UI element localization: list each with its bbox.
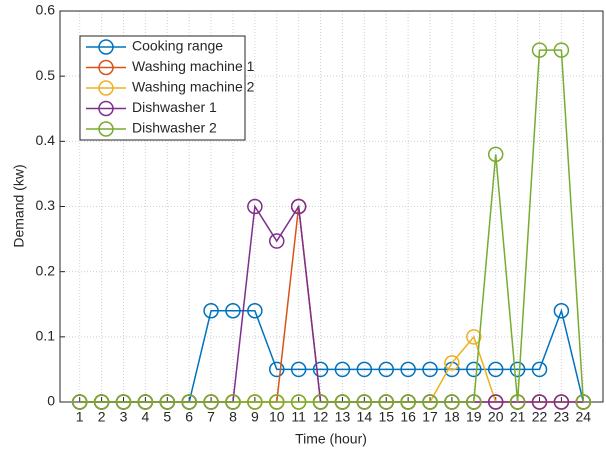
data-point: [181, 394, 197, 410]
data-point: [378, 361, 394, 378]
data-point: [203, 394, 219, 410]
x-tick-label: 23: [554, 409, 570, 425]
x-tick-label: 14: [357, 409, 373, 425]
x-tick-label: 17: [422, 409, 438, 425]
x-tick-label: 21: [510, 409, 526, 425]
legend-marker: [98, 80, 114, 96]
data-point: [137, 394, 154, 410]
y-tick-label: 0.6: [36, 2, 56, 18]
x-tick-label: 3: [120, 409, 128, 425]
data-point: [487, 394, 504, 410]
data-point: [269, 233, 285, 249]
data-point: [466, 329, 482, 345]
data-point: [356, 394, 373, 410]
x-tick-label: 5: [163, 409, 171, 425]
data-point: [509, 361, 526, 378]
x-tick-label: 16: [400, 409, 416, 425]
data-point: [509, 394, 526, 410]
data-point: [203, 303, 219, 319]
legend-marker: [98, 121, 114, 137]
data-point: [400, 361, 416, 378]
legend-label: Washing machine 2: [132, 79, 255, 95]
y-tick-label: 0: [47, 393, 55, 409]
data-point: [400, 394, 416, 410]
data-point: [531, 361, 548, 378]
data-point: [225, 303, 241, 319]
data-point: [115, 394, 132, 410]
data-point: [159, 394, 176, 410]
x-tick-label: 4: [141, 409, 149, 425]
data-point: [334, 394, 351, 410]
data-point: [422, 394, 438, 410]
data-point: [225, 394, 241, 410]
data-point: [531, 394, 548, 410]
data-point: [247, 303, 263, 319]
y-tick-label: 0.5: [36, 67, 56, 83]
data-point: [444, 355, 460, 371]
data-point: [531, 42, 548, 58]
data-point: [553, 303, 570, 319]
data-point: [487, 361, 504, 378]
x-tick-label: 2: [98, 409, 106, 425]
data-point: [71, 394, 88, 410]
data-point: [553, 394, 570, 410]
x-tick-label: 7: [207, 409, 215, 425]
y-axis-label: Demand (kw): [11, 164, 27, 247]
x-tick-label: 22: [532, 409, 548, 425]
data-point: [466, 394, 482, 410]
data-point: [356, 361, 373, 378]
y-tick-label: 0.4: [36, 132, 56, 148]
x-tick-label: 13: [335, 409, 351, 425]
data-point: [247, 394, 263, 410]
data-point: [422, 361, 438, 378]
x-tick-label: 11: [291, 409, 306, 425]
x-tick-label: 8: [229, 409, 237, 425]
data-point: [312, 394, 329, 410]
x-tick-label: 9: [251, 409, 259, 425]
x-tick-label: 6: [185, 409, 193, 425]
data-point: [378, 394, 394, 410]
legend-label: Dishwasher 2: [132, 120, 217, 136]
x-axis-label: Time (hour): [295, 431, 367, 447]
x-tick-label: 24: [576, 409, 592, 425]
data-point: [575, 394, 592, 410]
legend-label: Washing machine 1: [132, 58, 255, 74]
legend-label: Dishwasher 1: [132, 99, 217, 115]
x-tick-label: 19: [466, 409, 482, 425]
x-tick-label: 1: [76, 409, 84, 425]
series-line: [79, 49, 585, 403]
legend-marker: [98, 59, 114, 76]
y-tick-label: 0.3: [36, 197, 56, 213]
data-point: [466, 361, 482, 378]
data-point: [93, 394, 110, 410]
x-tick-label: 10: [269, 409, 285, 425]
legend-marker: [98, 100, 114, 117]
data-point: [334, 361, 351, 378]
data-point: [290, 361, 307, 378]
data-point: [553, 42, 570, 58]
data-point: [487, 146, 504, 163]
legend-label: Cooking range: [132, 38, 223, 54]
legend-marker: [98, 39, 114, 55]
x-tick-label: 20: [488, 409, 504, 425]
y-tick-label: 0.1: [36, 328, 56, 344]
x-tick-label: 18: [444, 409, 460, 425]
data-point: [444, 394, 460, 410]
x-tick-label: 12: [313, 409, 329, 425]
data-point: [290, 198, 307, 215]
data-point: [269, 394, 285, 410]
x-tick-label: 15: [378, 409, 394, 425]
y-tick-label: 0.2: [36, 262, 56, 278]
data-point: [247, 198, 263, 215]
data-point: [290, 394, 307, 410]
data-point: [312, 361, 329, 378]
data-point: [269, 361, 285, 378]
